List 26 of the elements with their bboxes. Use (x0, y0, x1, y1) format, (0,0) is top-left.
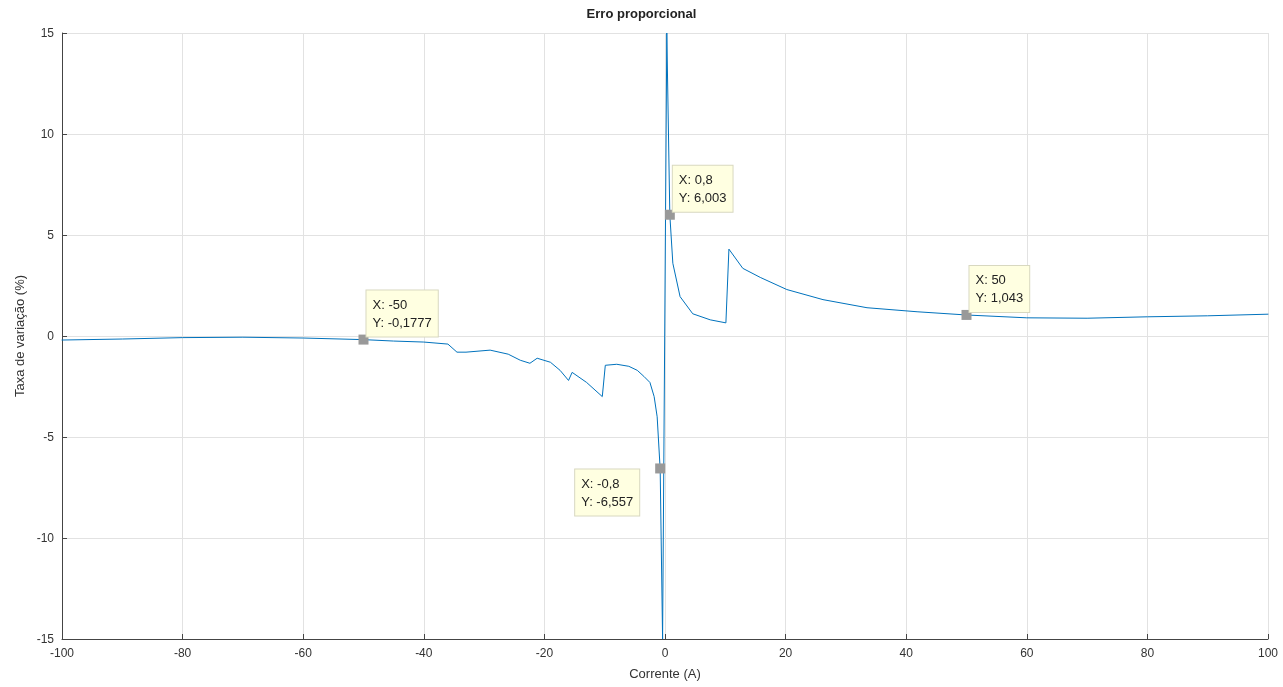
y-tick-label: 0 (47, 329, 55, 343)
x-tick-label: 40 (899, 646, 914, 660)
x-tick-label: 20 (778, 646, 793, 660)
chart-title: Erro proporcional (586, 6, 697, 21)
y-axis-title: Taxa de variação (%) (11, 274, 27, 398)
x-tick-label: -80 (173, 646, 192, 660)
annotation: X: -0,8 Y: -6,557 (581, 475, 634, 509)
annotation: X: -50 Y: -0,1777 (372, 297, 432, 331)
y-tick-label: 15 (40, 26, 55, 40)
x-tick-label: -20 (535, 646, 554, 660)
x-tick-label: -60 (294, 646, 313, 660)
x-tick-label: -40 (415, 646, 433, 660)
y-tick-label: 10 (40, 127, 55, 141)
y-tick-label: -10 (36, 531, 55, 545)
y-tick-label: -15 (36, 632, 55, 646)
annotation: X: 0,8 Y: 6,003 (678, 172, 727, 206)
y-tick-label: -5 (43, 430, 55, 444)
annotation: X: 50 Y: 1,043 (975, 272, 1024, 306)
x-axis-title: Corrente (A) (629, 666, 701, 681)
x-tick-label: 0 (661, 646, 669, 660)
x-tick-label: 60 (1020, 646, 1034, 660)
line-series (61, 32, 1269, 640)
x-tick-label: -100 (49, 646, 75, 660)
x-tick-label: 100 (1257, 646, 1279, 660)
x-tick-label: 80 (1140, 646, 1155, 660)
y-tick-label: 5 (47, 228, 55, 242)
